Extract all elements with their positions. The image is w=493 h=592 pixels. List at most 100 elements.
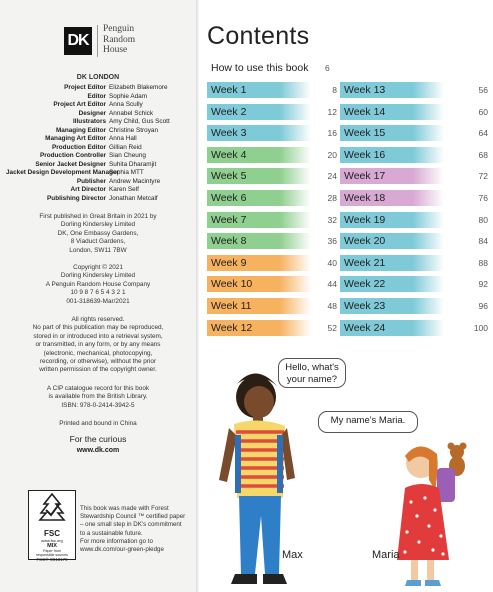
week-entry[interactable]: Week 24 100 <box>340 319 490 336</box>
week-label: Week 3 <box>207 125 311 142</box>
week-entry[interactable]: Week 11 48 <box>207 298 339 314</box>
week-label: Week 10 <box>207 276 311 293</box>
credit-line: Senior Jacket Designer Suhita Dharamjit <box>6 161 190 170</box>
credit-role: Project Editor <box>64 84 106 91</box>
maria-figure <box>397 442 467 586</box>
week-page-number: 72 <box>478 171 488 182</box>
week-entry[interactable]: Week 7 32 <box>207 211 339 228</box>
credit-role: Senior Jacket Designer <box>35 160 106 168</box>
week-page-number: 48 <box>327 301 337 311</box>
week-page-number: 20 <box>327 149 337 160</box>
week-entry[interactable]: Week 12 52 <box>207 319 339 336</box>
how-to-entry[interactable]: How to use this book 6 <box>211 62 331 74</box>
week-page-number: 16 <box>327 128 337 139</box>
credit-line: Production Controller Sian Cheung <box>6 152 190 161</box>
credit-line: Jacket Design Development ManagerSophia … <box>6 169 190 178</box>
max-figure <box>219 373 295 584</box>
credit-line: Art Director Karen Self <box>6 186 190 195</box>
week-page-number: 64 <box>478 128 488 139</box>
credit-name: Sian Cheung <box>109 152 146 159</box>
week-page-number: 8 <box>332 85 337 95</box>
rights-block: All rights reserved. No part of this pub… <box>32 316 164 374</box>
week-entry[interactable]: Week 23 96 <box>340 298 490 314</box>
credit-name: Annabel Schick <box>109 109 154 117</box>
week-label: Week 17 <box>340 168 444 185</box>
publisher-logotype: Penguin Random House <box>103 24 136 55</box>
week-entry[interactable]: Week 20 84 <box>340 233 490 250</box>
credits-list: Project Editor Elizabeth Blakemore Editor S… <box>6 84 190 203</box>
week-label: Week 16 <box>340 146 444 163</box>
week-label: Week 6 <box>207 190 311 206</box>
credit-line: Project Art Editor Anna Scully <box>6 101 190 110</box>
credit-name: Andrew Macintyre <box>109 177 161 185</box>
week-entry[interactable]: Week 10 44 <box>207 276 339 293</box>
week-page-number: 24 <box>327 171 337 182</box>
speech-bubble-maria: My name's Maria. <box>318 411 418 433</box>
week-entry[interactable]: Week 16 68 <box>340 146 490 163</box>
copyright-block: Copyright © 2021 Dorling Kindersley Limi… <box>45 264 151 305</box>
credit-line: Designer Annabel Schick <box>6 110 190 119</box>
credit-role: Managing Art Editor <box>45 135 106 142</box>
credit-line: Editor Sophie Adam <box>6 93 190 102</box>
week-label: Week 2 <box>207 103 311 120</box>
credit-role: Publishing Director <box>47 194 106 202</box>
week-page-number: 12 <box>327 106 337 117</box>
credit-line: Illustrators Amy Child, Gus Scott <box>6 118 190 127</box>
week-entry[interactable]: Week 9 40 <box>207 254 339 271</box>
week-page-number: 28 <box>327 193 337 203</box>
credit-role: Production Editor <box>52 143 106 151</box>
week-entry[interactable]: Week 17 72 <box>340 168 490 185</box>
week-entry[interactable]: Week 8 36 <box>207 233 339 250</box>
week-entry[interactable]: Week 13 56 <box>340 82 490 98</box>
week-page-number: 36 <box>327 236 337 247</box>
credit-role: Managing Editor <box>55 126 106 134</box>
credit-name: Jonathan Metcalf <box>109 194 158 202</box>
credit-line: Managing Editor Christine Stroyan <box>6 127 190 136</box>
week-label: Week 24 <box>340 319 444 336</box>
catalogue-block: A CIP catalogue record for this book is … <box>46 385 150 409</box>
week-entry[interactable]: Week 14 60 <box>340 103 490 120</box>
website-link[interactable]: www.dk.com <box>76 447 120 454</box>
week-entry[interactable]: Week 19 80 <box>340 211 490 228</box>
fsc-statement: This book was made with Forest Stewardsh… <box>80 505 186 554</box>
week-entry[interactable]: Week 3 16 <box>207 125 339 142</box>
week-page-number: 96 <box>478 301 488 311</box>
fsc-logo: FSC www.fsc.org MIX Paper from responsib… <box>28 490 76 562</box>
dk-logo: DK <box>64 27 92 55</box>
credit-role: Jacket Design Development Manager <box>6 169 119 176</box>
week-page-number: 60 <box>478 106 488 117</box>
week-page-number: 68 <box>478 149 488 160</box>
week-entry[interactable]: Week 22 92 <box>340 276 490 293</box>
credit-name: Anna Hall <box>109 135 137 142</box>
tree-check-icon <box>38 492 66 521</box>
week-entry[interactable]: Week 1 8 <box>207 82 339 98</box>
week-entry[interactable]: Week 4 20 <box>207 146 339 163</box>
book-spine <box>196 0 199 592</box>
credit-role: Art Director <box>70 186 106 193</box>
week-label: Week 21 <box>340 254 444 271</box>
credit-name: Amy Child, Gus Scott <box>109 118 170 125</box>
week-label: Week 5 <box>207 168 311 185</box>
credit-name: Christine Stroyan <box>109 126 159 134</box>
week-entry[interactable]: Week 5 24 <box>207 168 339 185</box>
week-entry[interactable]: Week 2 12 <box>207 103 339 120</box>
how-to-label: How to use this book <box>211 62 309 74</box>
credit-name: Elizabeth Blakemore <box>109 84 168 91</box>
week-page-number: 92 <box>478 279 488 290</box>
week-label: Week 7 <box>207 211 311 228</box>
week-page-number: 40 <box>327 257 337 268</box>
week-page-number: 44 <box>327 279 337 290</box>
week-page-number: 56 <box>478 85 488 95</box>
week-entry[interactable]: Week 18 76 <box>340 190 490 206</box>
week-entry[interactable]: Week 21 88 <box>340 254 490 271</box>
credit-name: Karen Self <box>109 186 139 193</box>
week-page-number: 100 <box>473 322 488 333</box>
week-label: Week 9 <box>207 254 311 271</box>
tagline: For the curious <box>69 434 127 444</box>
week-entry[interactable]: Week 6 28 <box>207 190 339 206</box>
week-entry[interactable]: Week 15 64 <box>340 125 490 142</box>
credit-role: Project Art Editor <box>53 101 106 108</box>
name-caption-maria: Maria <box>372 549 400 561</box>
logo-divider <box>97 25 98 57</box>
credit-role: Production Controller <box>39 152 106 159</box>
